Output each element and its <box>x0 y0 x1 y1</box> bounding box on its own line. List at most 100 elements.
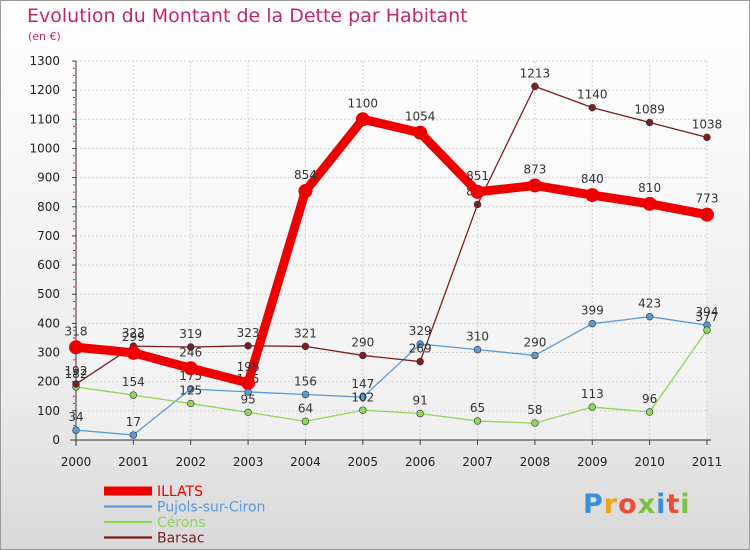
x-tick-label: 2003 <box>233 455 264 469</box>
x-tick-label: 2010 <box>634 455 665 469</box>
logo-letter: x <box>637 489 657 520</box>
data-point-illats <box>527 178 542 193</box>
data-label-illats: 851 <box>466 169 489 183</box>
y-tick-label: 700 <box>37 229 60 243</box>
data-point-pujols-sur-ciron <box>129 431 138 439</box>
data-point-c-rons <box>301 417 310 426</box>
data-label-illats: 773 <box>696 192 719 206</box>
data-label-barsac: 1038 <box>692 117 723 131</box>
data-label-c-rons: 65 <box>470 401 485 415</box>
legend-label-c-rons: Cérons <box>157 515 206 531</box>
x-tick-label: 2002 <box>175 455 206 469</box>
x-tick-label: 2007 <box>462 455 493 469</box>
data-point-illats <box>470 184 485 199</box>
y-tick-label: 400 <box>37 316 60 330</box>
logo-letter: P <box>583 489 604 520</box>
logo-letter: i <box>680 489 691 520</box>
data-point-barsac <box>531 82 539 91</box>
series-line-illats <box>71 114 712 388</box>
legend-label-pujols-sur-ciron: Pujols-sur-Ciron <box>157 500 265 516</box>
y-tick-label: 0 <box>52 433 60 447</box>
data-label-barsac: 322 <box>122 326 145 340</box>
logo-letter: i <box>656 489 667 520</box>
data-label-barsac: 321 <box>294 326 317 340</box>
data-label-barsac: 192 <box>65 364 88 378</box>
data-label-c-rons: 64 <box>298 401 313 415</box>
logo-letter: o <box>618 489 638 520</box>
chart-title: Evolution du Montant de la Dette par Hab… <box>27 5 468 27</box>
data-point-barsac <box>244 342 252 350</box>
data-label-illats: 873 <box>523 162 546 176</box>
y-tick-label: 200 <box>37 375 60 389</box>
data-point-barsac <box>473 200 482 209</box>
x-tick-label: 2006 <box>405 455 436 469</box>
data-point-pujols-sur-ciron <box>416 340 424 348</box>
data-point-pujols-sur-ciron <box>588 319 596 328</box>
logo-letter: r <box>603 489 619 520</box>
data-label-illats: 196 <box>237 360 260 374</box>
data-label-c-rons: 377 <box>696 310 719 324</box>
data-label-illats: 1100 <box>348 96 379 110</box>
y-tick-label: 1100 <box>29 112 60 126</box>
y-tick-label: 1200 <box>29 83 60 97</box>
data-label-pujols-sur-ciron: 394 <box>696 305 719 319</box>
data-point-c-rons <box>359 406 367 414</box>
data-point-c-rons <box>129 391 138 399</box>
data-label-pujols-sur-ciron: 156 <box>294 375 317 389</box>
data-point-barsac <box>416 357 424 366</box>
data-point-illats <box>298 184 313 199</box>
data-label-barsac: 1213 <box>520 66 551 80</box>
data-label-pujols-sur-ciron: 17 <box>126 415 141 429</box>
x-tick-label: 2005 <box>348 455 379 469</box>
series-line-barsac <box>75 85 708 385</box>
data-point-illats <box>126 345 141 360</box>
data-label-illats: 854 <box>294 168 317 182</box>
data-point-pujols-sur-ciron <box>359 393 367 401</box>
data-point-pujols-sur-ciron <box>531 351 539 360</box>
data-point-illats <box>585 188 600 203</box>
data-label-pujols-sur-ciron: 34 <box>68 410 83 424</box>
data-point-c-rons <box>645 408 654 416</box>
data-label-c-rons: 96 <box>642 392 657 406</box>
data-point-pujols-sur-ciron <box>301 390 310 399</box>
x-tick-label: 2000 <box>61 455 92 469</box>
series-line-pujols-sur-ciron <box>75 316 708 436</box>
x-tick-label: 2011 <box>692 455 723 469</box>
data-point-barsac <box>588 103 596 112</box>
y-tick-label: 1300 <box>29 54 60 68</box>
data-point-illats <box>355 112 370 127</box>
y-tick-label: 800 <box>37 200 60 214</box>
data-point-illats <box>183 361 198 376</box>
data-label-barsac: 290 <box>351 335 374 349</box>
data-point-pujols-sur-ciron <box>473 345 482 354</box>
y-tick-label: 100 <box>37 404 60 418</box>
proxiti-logo: Proxiti <box>583 489 691 520</box>
data-point-barsac <box>703 133 711 142</box>
data-label-c-rons: 154 <box>122 375 145 389</box>
data-label-c-rons: 58 <box>527 403 542 417</box>
data-point-c-rons <box>531 419 539 427</box>
x-tick-label: 2008 <box>520 455 551 469</box>
y-tick-label: 500 <box>37 287 60 301</box>
data-label-illats: 1054 <box>405 110 436 124</box>
data-label-barsac: 323 <box>237 326 260 340</box>
data-point-c-rons <box>244 408 252 417</box>
data-label-illats: 840 <box>581 172 604 186</box>
data-point-c-rons <box>473 417 482 425</box>
x-tick-label: 2004 <box>290 455 321 469</box>
data-label-pujols-sur-ciron: 310 <box>466 330 489 344</box>
plot-area <box>76 61 707 440</box>
data-label-c-rons: 113 <box>581 387 604 401</box>
data-point-barsac <box>301 342 310 351</box>
y-tick-label: 300 <box>37 346 60 360</box>
data-point-barsac <box>645 118 654 127</box>
data-point-barsac <box>187 343 195 351</box>
data-label-pujols-sur-ciron: 147 <box>351 377 374 391</box>
x-tick-label: 2009 <box>577 455 608 469</box>
data-label-illats: 246 <box>179 345 202 359</box>
data-label-barsac: 1140 <box>577 88 608 102</box>
data-point-illats <box>413 125 428 140</box>
data-label-pujols-sur-ciron: 329 <box>409 324 432 338</box>
